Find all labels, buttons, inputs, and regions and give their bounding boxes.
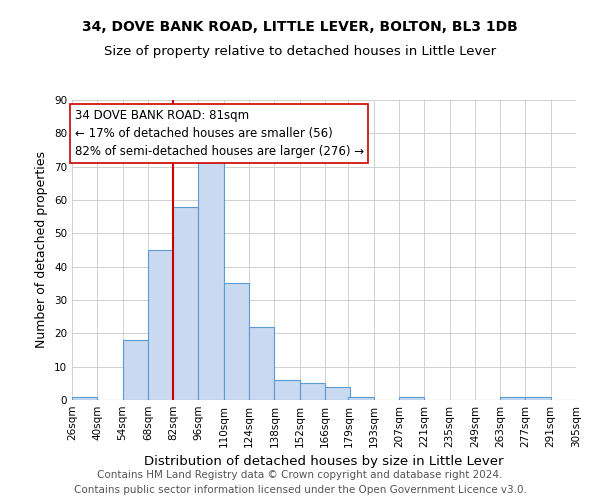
Bar: [173, 206, 199, 400]
Text: 34, DOVE BANK ROAD, LITTLE LEVER, BOLTON, BL3 1DB: 34, DOVE BANK ROAD, LITTLE LEVER, BOLTON…: [82, 20, 518, 34]
Bar: [526, 396, 551, 400]
Bar: [224, 284, 249, 400]
Text: 34 DOVE BANK ROAD: 81sqm
← 17% of detached houses are smaller (56)
82% of semi-d: 34 DOVE BANK ROAD: 81sqm ← 17% of detach…: [74, 109, 364, 158]
Text: Contains public sector information licensed under the Open Government Licence v3: Contains public sector information licen…: [74, 485, 526, 495]
Text: Contains HM Land Registry data © Crown copyright and database right 2024.: Contains HM Land Registry data © Crown c…: [97, 470, 503, 480]
Bar: [299, 384, 325, 400]
Bar: [199, 156, 224, 400]
Text: Size of property relative to detached houses in Little Lever: Size of property relative to detached ho…: [104, 45, 496, 58]
Bar: [72, 396, 97, 400]
Bar: [122, 340, 148, 400]
Bar: [399, 396, 424, 400]
X-axis label: Distribution of detached houses by size in Little Lever: Distribution of detached houses by size …: [144, 456, 504, 468]
Bar: [274, 380, 299, 400]
Bar: [148, 250, 173, 400]
Bar: [500, 396, 526, 400]
Bar: [249, 326, 274, 400]
Bar: [325, 386, 350, 400]
Y-axis label: Number of detached properties: Number of detached properties: [35, 152, 49, 348]
Bar: [349, 396, 374, 400]
